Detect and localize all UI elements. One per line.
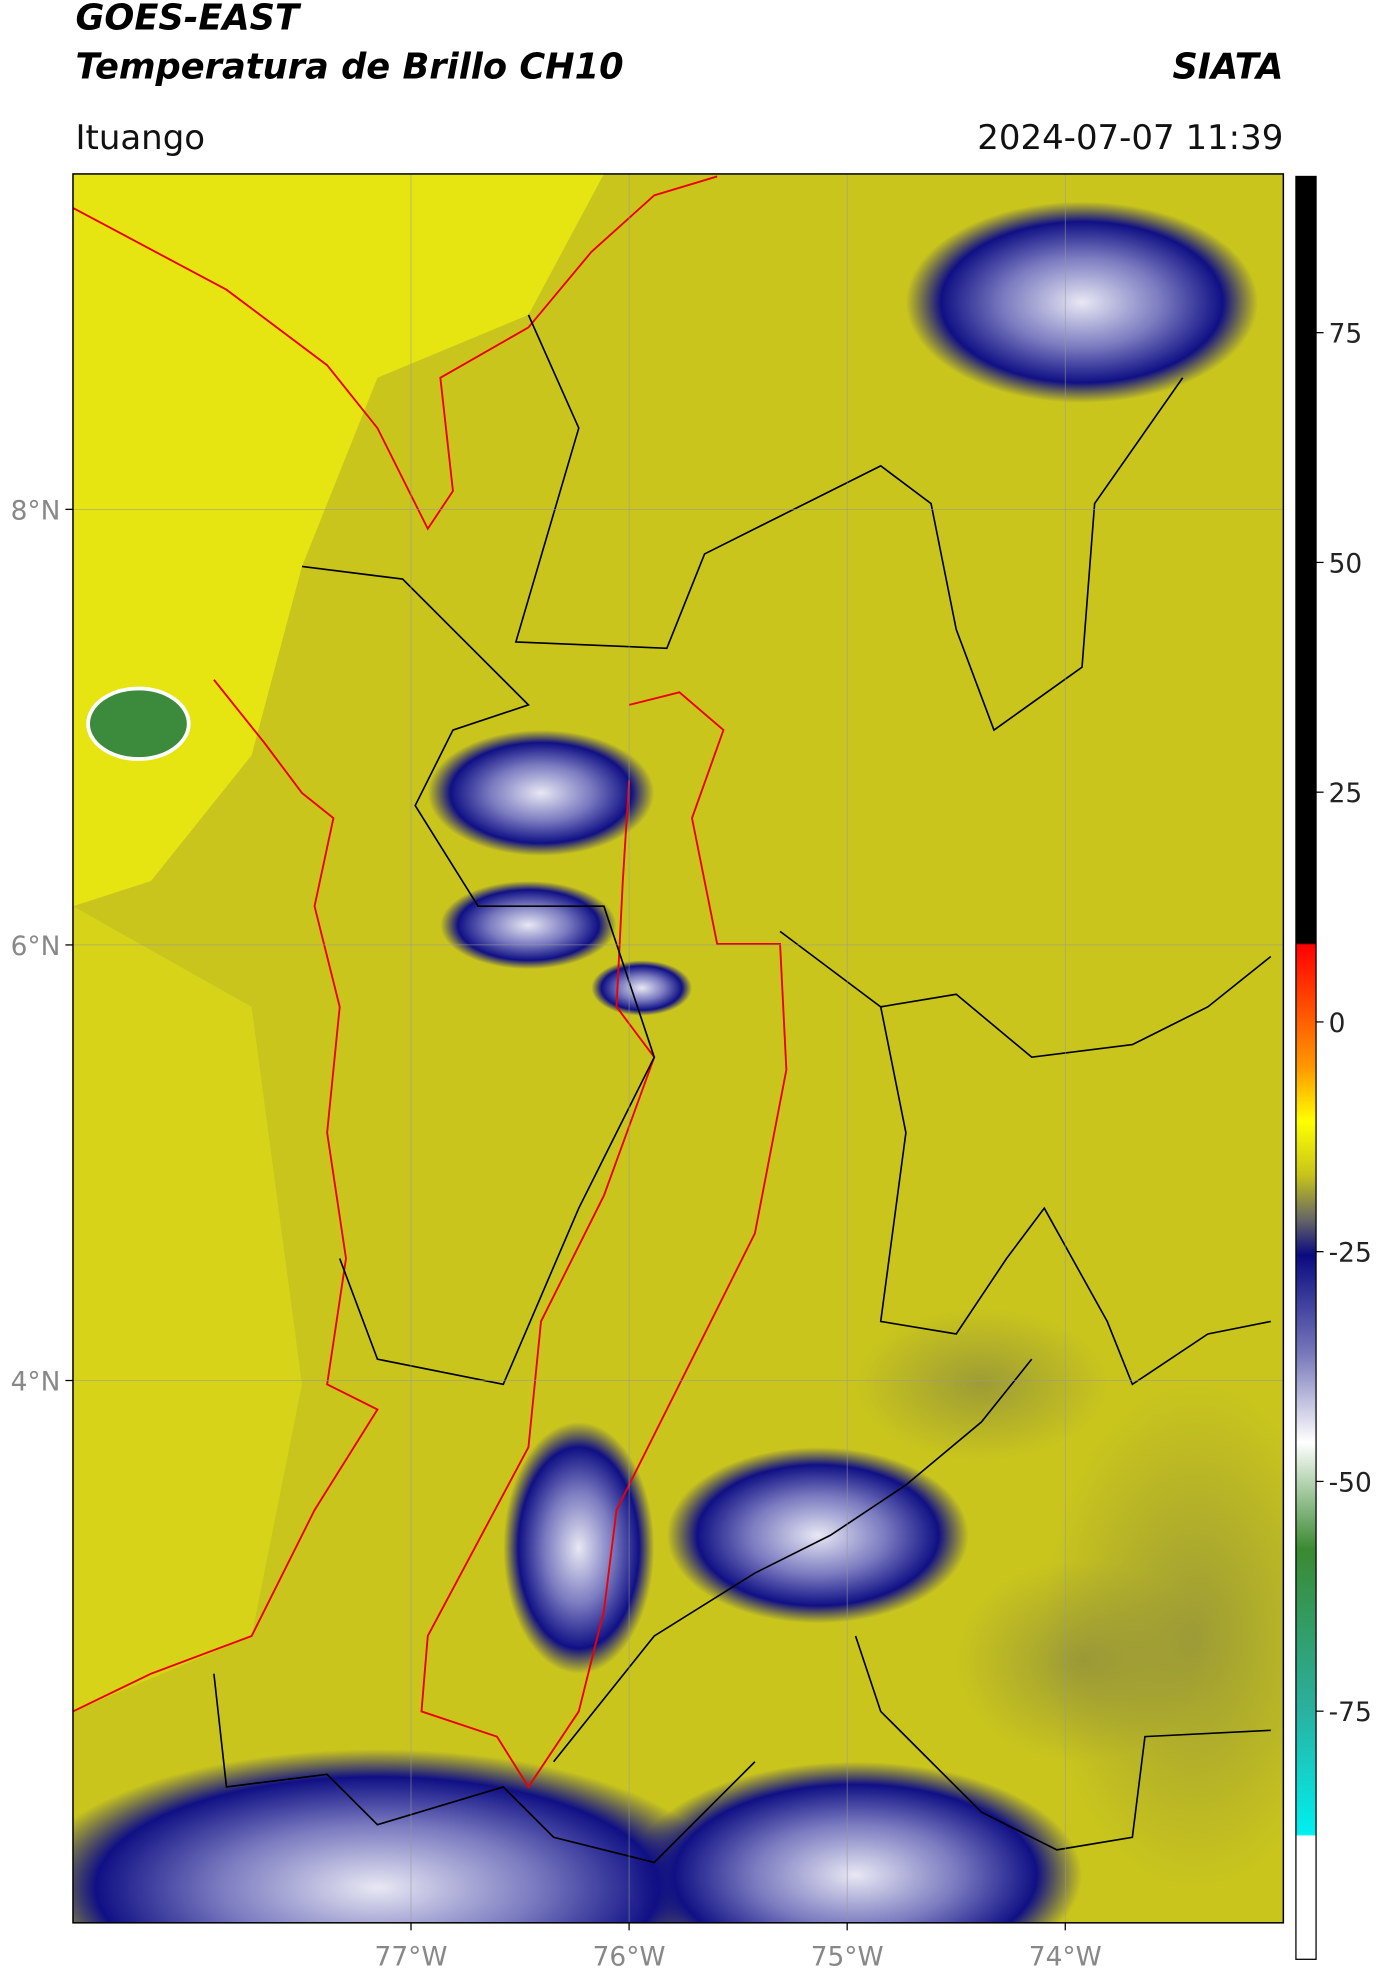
colorbar-tick-label: 25 (1329, 778, 1363, 809)
colorbar-tick-label: 75 (1329, 319, 1363, 350)
colorbar-tick-label: -50 (1329, 1467, 1372, 1498)
colorbar-tick-label: -25 (1329, 1238, 1372, 1269)
colorbar-tick-label: 50 (1329, 548, 1363, 579)
graticule (72, 173, 1284, 1923)
lon-label: 75°W (811, 1942, 884, 1973)
lon-label: 76°W (593, 1942, 666, 1973)
datetime: 2024-07-07 11:39 (977, 118, 1283, 158)
map-frame (72, 173, 1285, 1924)
lat-label: 4°N (11, 1367, 61, 1398)
lon-label: 77°W (375, 1942, 448, 1973)
map-image (72, 173, 1284, 1923)
lat-label: 8°N (11, 495, 61, 526)
lon-label: 74°W (1029, 1942, 1102, 1973)
title: GOES-EAST (75, 0, 302, 38)
colorbar-tick-label: 0 (1329, 1008, 1346, 1039)
colorbar-tick-label: -75 (1329, 1697, 1372, 1728)
colorbar (1295, 175, 1317, 1960)
subtitle: Temperatura de Brillo CH10 (75, 46, 623, 87)
location: Ituango (75, 118, 205, 158)
source: SIATA (1172, 46, 1283, 87)
lat-label: 6°N (11, 931, 61, 962)
